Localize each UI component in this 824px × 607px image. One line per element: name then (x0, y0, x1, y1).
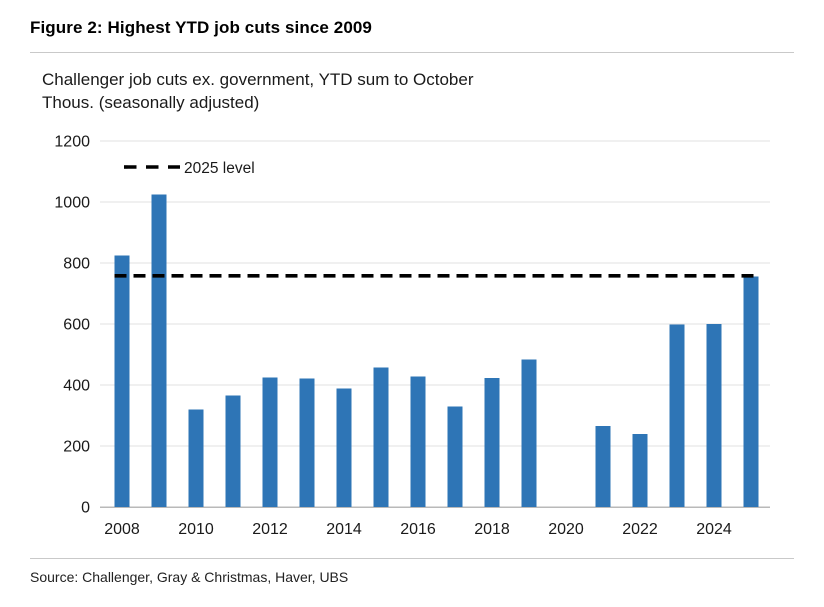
x-tick-label-2016: 2016 (400, 521, 436, 538)
bar-2023 (669, 324, 685, 507)
bar-2021 (595, 426, 611, 507)
chart-subtitle: Challenger job cuts ex. government, YTD … (42, 68, 474, 114)
x-tick-label-2024: 2024 (696, 521, 732, 538)
bar-2017 (447, 406, 463, 507)
y-tick-label: 600 (63, 317, 90, 334)
x-tick-label-2008: 2008 (104, 521, 140, 538)
x-tick-label-2018: 2018 (474, 521, 510, 538)
x-tick-label-2010: 2010 (178, 521, 214, 538)
chart-subtitle-line1: Challenger job cuts ex. government, YTD … (42, 70, 474, 89)
x-tick-label-2022: 2022 (622, 521, 658, 538)
bar-2009 (151, 194, 167, 507)
bar-2018 (484, 377, 500, 507)
x-tick-label-2014: 2014 (326, 521, 362, 538)
bar-2025 (743, 276, 759, 507)
bar-2012 (262, 377, 278, 507)
legend-label: 2025 level (184, 160, 255, 177)
x-tick-label-2020: 2020 (548, 521, 584, 538)
figure-title: Figure 2: Highest YTD job cuts since 200… (30, 18, 372, 37)
bar-2015 (373, 367, 389, 507)
x-tick-label-2012: 2012 (252, 521, 288, 538)
bar-2019 (521, 359, 537, 507)
chart-subtitle-line2: Thous. (seasonally adjusted) (42, 93, 260, 112)
y-tick-label: 1000 (54, 195, 90, 212)
bar-2013 (299, 378, 315, 507)
y-tick-label: 200 (63, 439, 90, 456)
bar-2022 (632, 433, 648, 507)
y-tick-label: 800 (63, 256, 90, 273)
y-tick-label: 0 (81, 500, 90, 517)
bar-2010 (188, 409, 204, 507)
source-divider (30, 558, 794, 559)
bar-2011 (225, 395, 241, 507)
bar-2014 (336, 388, 352, 507)
bar-2016 (410, 376, 426, 507)
bar-2024 (706, 324, 722, 507)
title-divider (30, 52, 794, 53)
source-text: Source: Challenger, Gray & Christmas, Ha… (30, 569, 349, 585)
y-tick-label: 1200 (54, 134, 90, 151)
bar-2008 (114, 255, 130, 507)
y-tick-label: 400 (63, 378, 90, 395)
